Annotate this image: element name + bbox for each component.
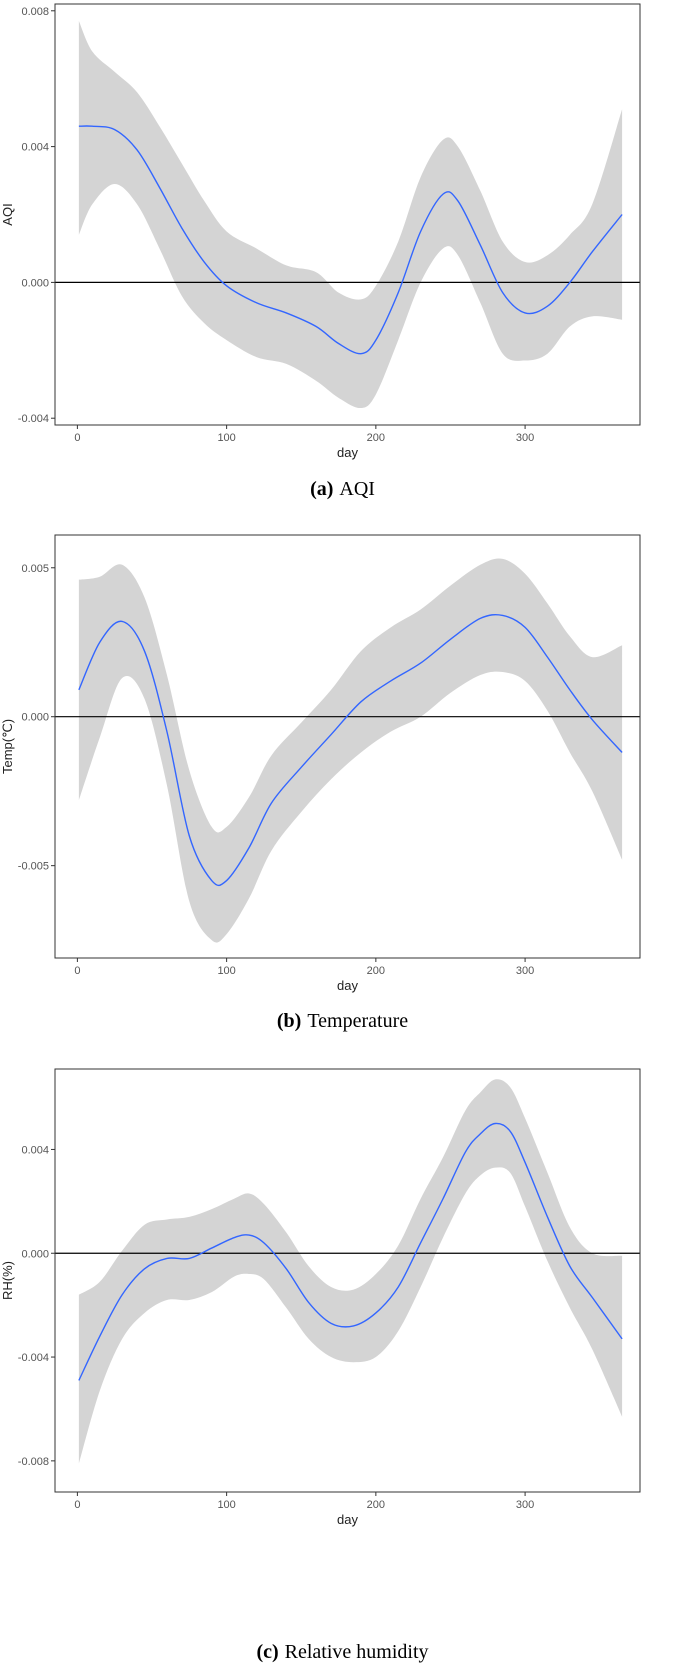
chart-humidity-x-tick-label-3: 300 [516,1499,534,1511]
caption-label-humidity: (c) [256,1641,279,1663]
chart-humidity-fit-line [78,1122,623,1381]
caption-text-aqi: AQI [339,478,375,500]
chart-temperature-confidence-band [78,558,623,943]
caption-label-aqi: (a) [310,478,334,500]
chart-temperature-x-tick-label-3: 300 [516,965,534,977]
chart-humidity-y-tick-label-1: -0.004 [18,1352,49,1364]
caption-text-humidity: Relative humidity [284,1641,429,1663]
chart-temperature-x-tick-label-2: 200 [367,965,385,977]
caption-aqi: (a) AQI [0,478,685,501]
chart-temperature-y-axis-label: Temp(℃) [0,719,15,774]
chart-temperature-x-axis-label: day [337,978,358,993]
chart-humidity-y-tick-label-0: -0.008 [18,1456,49,1468]
chart-aqi-confidence-band [78,20,623,409]
chart-humidity-y-tick-label-3: 0.004 [21,1144,49,1156]
chart-temperature-y-tick-label-2: 0.005 [21,563,49,575]
chart-aqi-x-tick-label-1: 100 [217,432,235,444]
chart-temperature: 0 100 200 300 -0.005 0.000 0.005 day Temp(℃) [0,534,641,993]
chart-aqi-y-tick-label-2: 0.004 [21,142,49,154]
chart-aqi-y-tick-label-1: 0.000 [21,277,49,289]
chart-humidity: 0 100 200 300 -0.008 -0.004 0.000 0.004 day RH(%) [0,1068,641,1527]
chart-humidity-y-tick-label-2: 0.000 [21,1248,49,1260]
chart-aqi-y-tick-label-0: -0.004 [18,413,49,425]
chart-humidity-y-axis-label: RH(%) [0,1261,15,1300]
chart-aqi-frame [54,3,641,426]
chart-aqi: 0 100 200 300 -0.004 0.000 0.004 0.008 day AQI [0,3,641,460]
chart-humidity-x-axis-label: day [337,1512,358,1527]
chart-aqi-y-axis-label: AQI [0,203,15,225]
chart-temperature-x-tick-label-1: 100 [217,965,235,977]
chart-temperature-x-tick-label-0: 0 [74,965,80,977]
chart-humidity-frame [54,1068,641,1493]
chart-aqi-y-tick-label-3: 0.008 [21,6,49,18]
chart-temperature-fit-line [78,613,623,887]
chart-temperature-y-tick-label-0: -0.005 [18,861,49,873]
chart-aqi-x-tick-label-2: 200 [367,432,385,444]
chart-humidity-x-tick-label-2: 200 [367,1499,385,1511]
chart-temperature-frame [54,534,641,959]
chart-humidity-confidence-band [78,1079,623,1464]
caption-text-temperature: Temperature [307,1010,409,1032]
caption-label-temperature: (b) [276,1010,302,1032]
caption-temperature: (b) Temperature [0,1010,685,1033]
chart-panel-aqi: 0 100 200 300 -0.004 0.000 0.004 0.008 day AQI (a… [0,0,685,520]
chart-aqi-x-tick-label-3: 300 [516,432,534,444]
chart-humidity-x-tick-label-1: 100 [217,1499,235,1511]
chart-aqi-fit-line [78,125,623,355]
chart-aqi-x-tick-label-0: 0 [74,432,80,444]
chart-panel-humidity: 0 100 200 300 -0.008 -0.004 0.000 0.004 day RH(%)… [0,1065,685,1677]
chart-panel-temperature: 0 100 200 300 -0.005 0.000 0.005 day Temp(℃) (b)… [0,530,685,1050]
chart-humidity-x-tick-label-0: 0 [74,1499,80,1511]
caption-humidity: (c) Relative humidity [0,1641,685,1664]
chart-temperature-y-tick-label-1: 0.000 [21,712,49,724]
chart-aqi-x-axis-label: day [337,445,358,460]
